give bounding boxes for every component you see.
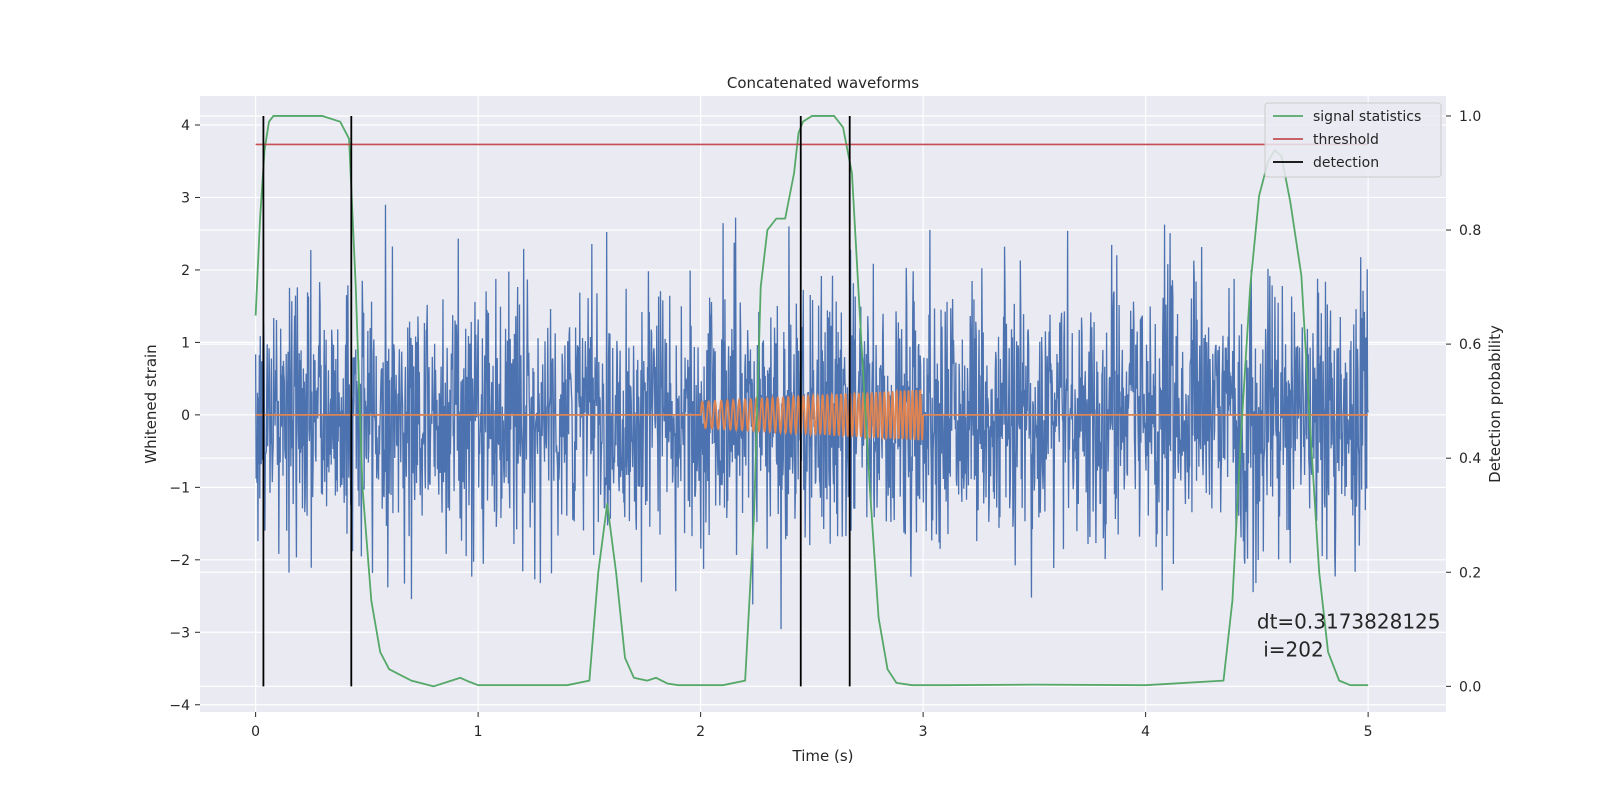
signal-statistics-line — [254, 115, 1369, 688]
chirp-line — [255, 388, 1369, 442]
left-y-tick-label: 2 — [181, 263, 190, 279]
x-tick-label: 5 — [1364, 724, 1373, 740]
x-tick-label: 0 — [251, 724, 260, 740]
left-y-tick-label: −1 — [169, 480, 190, 496]
right-y-tick-label: 0.6 — [1459, 337, 1481, 353]
right-y-tick-label: 0.2 — [1459, 565, 1481, 581]
chirp-series — [255, 388, 1369, 442]
left-y-tick-label: −2 — [169, 553, 190, 569]
annotation-i: i=202 — [1257, 638, 1324, 662]
chart-title: Concatenated waveforms — [727, 74, 919, 92]
x-axis-ticks: 0 1 2 3 4 5 — [251, 712, 1373, 740]
annotation-dt: dt=0.3173828125 — [1257, 610, 1441, 634]
left-y-tick-label: 3 — [181, 190, 190, 206]
x-axis-label: Time (s) — [792, 747, 854, 765]
left-y-tick-label: −4 — [169, 698, 190, 714]
left-y-tick-label: 1 — [181, 335, 190, 351]
noise-series — [254, 204, 1369, 630]
left-y-axis-label: Whitened strain — [142, 344, 160, 463]
noise-line — [254, 204, 1369, 630]
x-tick-label: 4 — [1141, 724, 1150, 740]
right-y-axis-label: Detection probability — [1486, 325, 1504, 483]
right-y-tick-label: 0.0 — [1459, 679, 1481, 695]
legend-label-detection: detection — [1313, 155, 1379, 171]
left-y-axis-ticks: −4 −3 −2 −1 0 1 2 3 4 — [169, 118, 200, 714]
x-tick-label: 1 — [474, 724, 483, 740]
right-y-axis-ticks: 0.0 0.2 0.4 0.6 0.8 1.0 — [1446, 109, 1481, 695]
legend-label-threshold: threshold — [1313, 132, 1379, 148]
legend: signal statistics threshold detection — [1264, 102, 1442, 178]
legend-label-signal-statistics: signal statistics — [1313, 109, 1421, 125]
signal-statistics-series — [254, 115, 1369, 688]
left-y-tick-label: 0 — [181, 408, 190, 424]
right-y-tick-label: 1.0 — [1459, 109, 1481, 125]
legend-box — [1264, 102, 1442, 178]
right-y-tick-label: 0.4 — [1459, 451, 1481, 467]
x-tick-label: 3 — [919, 724, 928, 740]
left-y-tick-label: 4 — [181, 118, 190, 134]
left-y-tick-label: −3 — [169, 625, 190, 641]
x-tick-label: 2 — [696, 724, 705, 740]
detection-series — [262, 115, 851, 687]
annotation: dt=0.3173828125 i=202 — [1257, 610, 1441, 662]
right-y-tick-label: 0.8 — [1459, 223, 1481, 239]
